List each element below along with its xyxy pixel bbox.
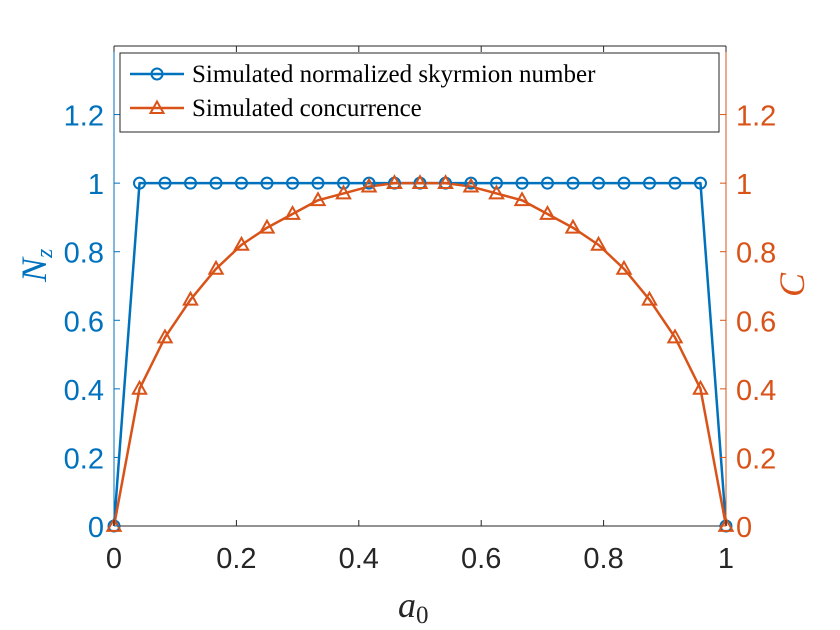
- data-point-concurrence: [309, 191, 327, 207]
- legend-marker-triangle-icon: [148, 99, 166, 114]
- data-point-skyrmion: [490, 176, 503, 190]
- y-right-tick-label: 0.4: [736, 375, 776, 407]
- legend-box: [119, 52, 720, 133]
- data-point-skyrmion: [668, 176, 682, 190]
- data-point-concurrence: [590, 235, 607, 251]
- y-left-tick-label: 0.6: [64, 306, 104, 338]
- data-point-skyrmion: [234, 176, 248, 190]
- data-point-concurrence: [717, 516, 735, 532]
- data-point-concurrence: [258, 218, 276, 234]
- data-point-concurrence: [666, 328, 684, 344]
- data-point-concurrence: [284, 204, 301, 220]
- x-tick-label: 0.4: [339, 543, 379, 575]
- y-left-tick-label: 0.4: [64, 375, 104, 407]
- data-point-skyrmion: [311, 176, 325, 190]
- x-tick-label: 1: [718, 543, 734, 575]
- data-point-concurrence: [182, 290, 199, 306]
- data-point-skyrmion: [643, 176, 656, 190]
- data-point-concurrence: [131, 379, 148, 395]
- data-point-skyrmion: [617, 176, 631, 190]
- data-point-skyrmion: [592, 176, 606, 190]
- y-right-tick-label: 0.2: [736, 443, 776, 475]
- data-point-concurrence: [513, 191, 531, 207]
- data-point-skyrmion: [209, 176, 223, 190]
- data-point-concurrence: [386, 174, 403, 190]
- x-axis-label-subscript: 0: [416, 602, 429, 629]
- y-left-tick-label: 0.8: [64, 238, 104, 270]
- data-point-skyrmion: [566, 176, 580, 190]
- y-left-tick-label: 0.2: [64, 443, 104, 475]
- x-ticks: 0 0.2 0.4 0.6 0.8 1: [106, 46, 734, 575]
- data-point-concurrence: [105, 516, 123, 532]
- y-left-tick-label: 1.2: [64, 101, 104, 133]
- data-point-skyrmion: [158, 176, 172, 190]
- x-tick-label: 0.6: [461, 543, 501, 575]
- data-point-concurrence: [207, 259, 225, 275]
- x-tick-label: 0.8: [583, 543, 623, 575]
- data-point-concurrence: [335, 184, 352, 200]
- x-tick-label: 0.2: [216, 543, 256, 575]
- x-tick-label: 0: [106, 543, 122, 575]
- data-point-concurrence: [488, 184, 505, 200]
- legend-item-concurrence: Simulated concurrence: [130, 95, 422, 122]
- data-point-concurrence: [411, 174, 429, 190]
- data-point-skyrmion: [540, 176, 554, 190]
- x-axis-label-main: a: [398, 585, 416, 625]
- y-left-tick-label: 1: [88, 169, 104, 201]
- y-right-tick-label: 0.8: [736, 238, 776, 270]
- data-point-skyrmion: [515, 176, 529, 190]
- series-line-concurrence: [112, 181, 728, 527]
- data-point-concurrence: [462, 177, 480, 193]
- legend: Simulated normalized skyrmion number Sim…: [119, 52, 720, 133]
- data-point-concurrence: [437, 174, 454, 190]
- legend-label-skyrmion: Simulated normalized skyrmion number: [192, 61, 596, 88]
- y-right-tick-label: 1.2: [736, 101, 776, 133]
- data-point-skyrmion: [184, 176, 197, 190]
- data-point-concurrence: [233, 235, 250, 251]
- data-point-skyrmion: [693, 176, 707, 190]
- data-point-skyrmion: [337, 176, 350, 190]
- legend-marker-circle-icon: [150, 67, 164, 81]
- data-point-concurrence: [692, 379, 709, 395]
- data-point-concurrence: [641, 290, 658, 306]
- data-point-skyrmion: [286, 176, 300, 190]
- y-right-tick-label: 0.6: [736, 306, 776, 338]
- legend-item-skyrmion: Simulated normalized skyrmion number: [130, 61, 596, 88]
- y-axis-label-left-subscript: z: [32, 248, 58, 259]
- data-point-concurrence: [615, 259, 633, 275]
- data-point-concurrence: [360, 177, 378, 193]
- y-axis-label-left: Nz: [14, 248, 58, 283]
- data-point-skyrmion: [260, 176, 274, 190]
- series-layer: [105, 174, 735, 533]
- y-ticks-right: 0 0.2 0.4 0.6 0.8 1 1.2: [720, 101, 776, 544]
- x-axis-label: a0: [398, 585, 429, 629]
- y-left-tick-label: 0: [88, 512, 104, 544]
- axes-frame: [113, 45, 727, 527]
- y-right-tick-label: 1: [736, 169, 752, 201]
- y-right-tick-label: 0: [736, 512, 752, 544]
- data-point-skyrmion: [133, 176, 147, 190]
- legend-label-concurrence: Simulated concurrence: [192, 95, 422, 122]
- y-ticks-left: 0 0.2 0.4 0.6 0.8 1 1.2: [64, 101, 120, 544]
- y-axis-label-left-main: N: [14, 256, 54, 283]
- y-axis-label-right: C: [772, 272, 812, 297]
- data-point-concurrence: [564, 218, 582, 234]
- data-point-concurrence: [539, 204, 556, 220]
- data-point-concurrence: [156, 328, 174, 344]
